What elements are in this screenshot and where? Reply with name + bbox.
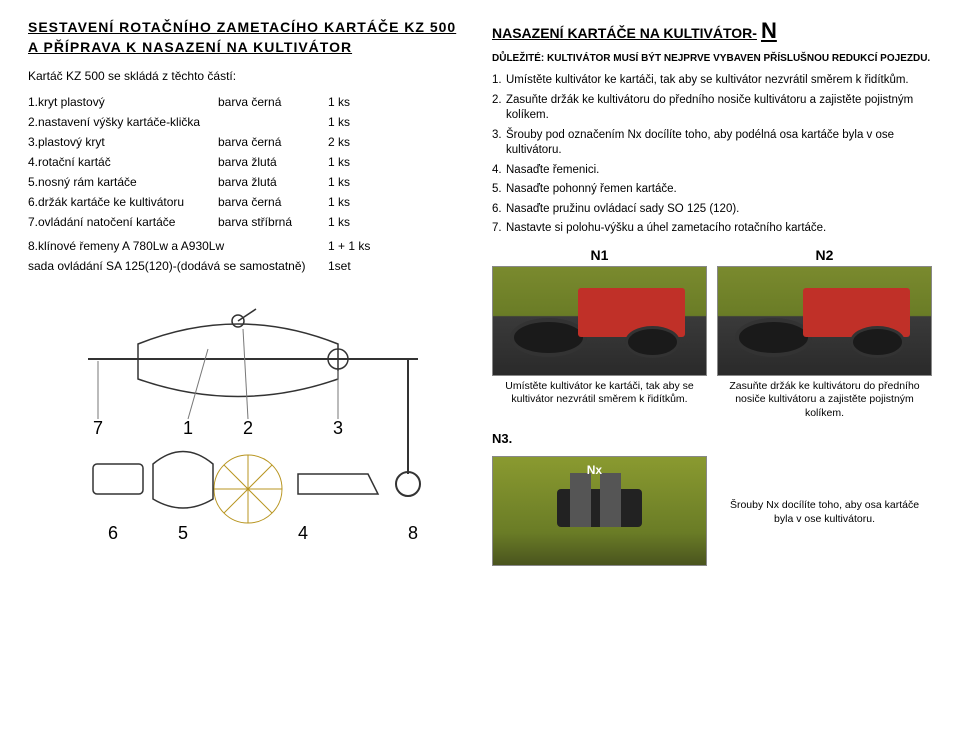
step-row: 2.Zasuňte držák ke kultivátoru do přední… bbox=[492, 93, 932, 124]
step-number: 6. bbox=[492, 202, 506, 218]
parts-row: 1.kryt plastovýbarva černá1 ks bbox=[28, 95, 468, 109]
step-row: 4.Nasaďte řemenici. bbox=[492, 163, 932, 179]
step-text: Zasuňte držák ke kultivátoru do předního… bbox=[506, 93, 932, 124]
extra-row-belts: 8.klínové řemeny A 780Lw a A930Lw 1 + 1 … bbox=[28, 239, 468, 253]
extra-row-set: sada ovládání SA 125(120)-(dodává se sam… bbox=[28, 259, 468, 273]
diagram-num: 7 bbox=[93, 418, 103, 438]
part-qty: 2 ks bbox=[328, 135, 388, 149]
part-color: barva stříbrná bbox=[218, 215, 328, 229]
part-name: 4.rotační kartáč bbox=[28, 155, 218, 169]
part-name: 2.nastavení výšky kartáče-klička bbox=[28, 115, 218, 129]
part-qty: 1 ks bbox=[328, 155, 388, 169]
figure-image bbox=[717, 266, 932, 376]
diagram-num: 4 bbox=[298, 523, 308, 543]
extra-qty: 1 + 1 ks bbox=[328, 239, 468, 253]
parts-row: 7.ovládání natočení kartáčebarva stříbrn… bbox=[28, 215, 468, 229]
diagram-num: 5 bbox=[178, 523, 188, 543]
important-note: DŮLEŽITÉ: KULTIVÁTOR MUSÍ BÝT NEJPRVE VY… bbox=[492, 52, 932, 65]
step-number: 2. bbox=[492, 93, 506, 124]
part-color: barva černá bbox=[218, 135, 328, 149]
part-color: barva žlutá bbox=[218, 175, 328, 189]
parts-row: 6.držák kartáče ke kultivátorubarva čern… bbox=[28, 195, 468, 209]
part-name: 7.ovládání natočení kartáče bbox=[28, 215, 218, 229]
extra-name: sada ovládání SA 125(120)-(dodává se sam… bbox=[28, 259, 328, 273]
part-qty: 1 ks bbox=[328, 195, 388, 209]
parts-row: 4.rotační kartáčbarva žlutá1 ks bbox=[28, 155, 468, 169]
extra-name: 8.klínové řemeny A 780Lw a A930Lw bbox=[28, 239, 328, 253]
left-heading: SESTAVENÍ ROTAČNÍHO ZAMETACÍHO KARTÁČE K… bbox=[28, 18, 468, 57]
step-row: 6.Nasaďte pružinu ovládací sady SO 125 (… bbox=[492, 202, 932, 218]
step-row: 5.Nasaďte pohonný řemen kartáče. bbox=[492, 182, 932, 198]
figure-image: Nx bbox=[492, 456, 707, 566]
step-number: 4. bbox=[492, 163, 506, 179]
part-qty: 1 ks bbox=[328, 215, 388, 229]
part-name: 1.kryt plastový bbox=[28, 95, 218, 109]
diagram-num: 2 bbox=[243, 418, 253, 438]
part-qty: 1 ks bbox=[328, 115, 388, 129]
right-heading-text: NASAZENÍ KARTÁČE NA KULTIVÁTOR- bbox=[492, 25, 757, 41]
extra-qty: 1set bbox=[328, 259, 468, 273]
part-color: barva žlutá bbox=[218, 155, 328, 169]
parts-row: 2.nastavení výšky kartáče-klička 1 ks bbox=[28, 115, 468, 129]
step-text: Nastavte si polohu-výšku a úhel zametací… bbox=[506, 221, 932, 237]
figure-n3: Nx bbox=[492, 456, 707, 566]
step-number: 7. bbox=[492, 221, 506, 237]
figure-row-top: N1 Umístěte kultivátor ke kartáči, tak ab… bbox=[492, 247, 932, 421]
step-row: 7.Nastavte si polohu-výšku a úhel zameta… bbox=[492, 221, 932, 237]
figure-label: N1 bbox=[591, 247, 609, 263]
part-name: 5.nosný rám kartáče bbox=[28, 175, 218, 189]
parts-diagram: 7 1 2 3 6 5 4 8 bbox=[28, 289, 468, 549]
figure-caption: Umístěte kultivátor ke kartáči, tak aby … bbox=[492, 380, 707, 407]
parts-row: 3.plastový krytbarva černá2 ks bbox=[28, 135, 468, 149]
step-text: Nasaďte pohonný řemen kartáče. bbox=[506, 182, 932, 198]
diagram-num: 8 bbox=[408, 523, 418, 543]
step-text: Umístěte kultivátor ke kartáči, tak aby … bbox=[506, 73, 932, 89]
figure-label: N2 bbox=[816, 247, 834, 263]
figure: N1 Umístěte kultivátor ke kartáči, tak ab… bbox=[492, 247, 707, 421]
step-text: Nasaďte pružinu ovládací sady SO 125 (12… bbox=[506, 202, 932, 218]
parts-row: 5.nosný rám kartáčebarva žlutá1 ks bbox=[28, 175, 468, 189]
part-name: 6.držák kartáče ke kultivátoru bbox=[28, 195, 218, 209]
parts-list: 1.kryt plastovýbarva černá1 ks2.nastaven… bbox=[28, 95, 468, 235]
part-color: barva černá bbox=[218, 195, 328, 209]
right-column: NASAZENÍ KARTÁČE NA KULTIVÁTOR- N DŮLEŽI… bbox=[492, 18, 932, 712]
figure-row-bottom: Nx Šrouby Nx docílíte toho, aby osa kart… bbox=[492, 456, 932, 566]
diagram-svg: 7 1 2 3 6 5 4 8 bbox=[28, 289, 468, 549]
diagram-num: 1 bbox=[183, 418, 193, 438]
n3-label: N3. bbox=[492, 431, 932, 446]
left-subtext: Kartáč KZ 500 se skládá z těchto částí: bbox=[28, 69, 468, 83]
step-number: 5. bbox=[492, 182, 506, 198]
part-qty: 1 ks bbox=[328, 95, 388, 109]
figure-caption: Zasuňte držák ke kultivátoru do předního… bbox=[717, 380, 932, 421]
step-number: 3. bbox=[492, 128, 506, 159]
step-text: Nasaďte řemenici. bbox=[506, 163, 932, 179]
right-heading-suffix: N bbox=[761, 18, 777, 44]
part-qty: 1 ks bbox=[328, 175, 388, 189]
diagram-num: 6 bbox=[108, 523, 118, 543]
step-row: 3.Šrouby pod označením Nx docílíte toho,… bbox=[492, 128, 932, 159]
right-heading: NASAZENÍ KARTÁČE NA KULTIVÁTOR- N bbox=[492, 18, 932, 44]
steps-list: 1.Umístěte kultivátor ke kartáči, tak ab… bbox=[492, 73, 932, 241]
step-row: 1.Umístěte kultivátor ke kartáči, tak ab… bbox=[492, 73, 932, 89]
part-color: barva černá bbox=[218, 95, 328, 109]
figure-caption: Šrouby Nx docílíte toho, aby osa kartáče… bbox=[717, 499, 932, 526]
part-name: 3.plastový kryt bbox=[28, 135, 218, 149]
step-number: 1. bbox=[492, 73, 506, 89]
left-column: SESTAVENÍ ROTAČNÍHO ZAMETACÍHO KARTÁČE K… bbox=[28, 18, 468, 712]
step-text: Šrouby pod označením Nx docílíte toho, a… bbox=[506, 128, 932, 159]
figure: N2 Zasuňte držák ke kultivátoru do přední… bbox=[717, 247, 932, 421]
diagram-num: 3 bbox=[333, 418, 343, 438]
figure-n3-caption-col: Šrouby Nx docílíte toho, aby osa kartáče… bbox=[717, 456, 932, 566]
figure-image bbox=[492, 266, 707, 376]
